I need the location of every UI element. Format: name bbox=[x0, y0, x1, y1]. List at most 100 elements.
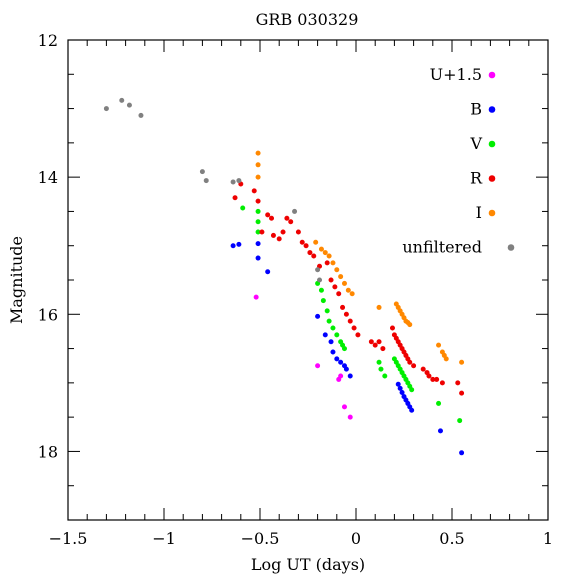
data-point-v bbox=[341, 346, 347, 352]
data-point-i bbox=[376, 304, 382, 310]
data-point-b bbox=[255, 241, 261, 247]
data-point-u15 bbox=[253, 294, 259, 300]
data-point-v bbox=[436, 400, 442, 406]
data-point-r bbox=[307, 250, 313, 256]
y-tick-label: 12 bbox=[38, 31, 58, 50]
data-point-i bbox=[255, 150, 261, 156]
data-point-v bbox=[376, 359, 382, 365]
data-point-v bbox=[409, 387, 415, 393]
y-tick-label: 14 bbox=[38, 168, 58, 187]
data-point-b bbox=[322, 332, 328, 338]
data-point-r bbox=[328, 277, 334, 283]
legend-marker bbox=[488, 106, 496, 113]
data-point-r bbox=[255, 198, 261, 204]
data-point-unfiltered bbox=[203, 178, 209, 184]
data-point-i bbox=[436, 342, 442, 348]
y-tick-label: 18 bbox=[38, 442, 58, 461]
data-point-r bbox=[407, 359, 413, 365]
data-point-b bbox=[437, 428, 443, 434]
data-point-i bbox=[338, 274, 344, 280]
data-point-unfiltered bbox=[315, 267, 321, 273]
data-point-i bbox=[459, 359, 465, 365]
data-point-u15 bbox=[336, 376, 342, 382]
data-point-r bbox=[303, 243, 309, 249]
data-point-b bbox=[395, 381, 401, 387]
data-point-i bbox=[349, 291, 355, 297]
data-point-i bbox=[255, 174, 261, 180]
data-point-b bbox=[328, 339, 334, 345]
x-tick-label: −1 bbox=[152, 529, 176, 548]
data-point-b bbox=[230, 243, 236, 249]
legend-label: V bbox=[469, 134, 482, 153]
data-point-unfiltered bbox=[236, 178, 242, 184]
data-point-r bbox=[284, 215, 290, 221]
data-point-r bbox=[259, 229, 265, 235]
data-point-u15 bbox=[315, 363, 321, 369]
data-point-i bbox=[407, 322, 413, 328]
data-point-unfiltered bbox=[230, 179, 236, 185]
data-point-r bbox=[434, 376, 440, 382]
data-point-u15 bbox=[347, 414, 353, 420]
data-point-b bbox=[338, 359, 344, 365]
data-point-v bbox=[324, 308, 330, 314]
data-point-r bbox=[459, 390, 465, 396]
data-point-i bbox=[322, 250, 328, 256]
data-point-r bbox=[389, 325, 395, 331]
x-tick-label: −1.5 bbox=[49, 529, 88, 548]
data-point-r bbox=[311, 253, 317, 259]
data-point-b bbox=[343, 366, 349, 372]
data-point-r bbox=[372, 342, 378, 348]
data-point-i bbox=[345, 287, 351, 293]
legend-label: R bbox=[470, 169, 483, 188]
data-point-i bbox=[330, 260, 336, 266]
data-point-r bbox=[411, 363, 417, 369]
data-point-i bbox=[255, 162, 261, 168]
data-point-unfiltered bbox=[138, 112, 144, 118]
data-point-v bbox=[326, 318, 332, 324]
data-point-r bbox=[280, 229, 286, 235]
y-tick-label: 16 bbox=[38, 305, 58, 324]
data-point-r bbox=[232, 195, 238, 201]
y-axis-label: Magnitude bbox=[7, 236, 26, 324]
data-point-i bbox=[334, 267, 340, 273]
data-point-r bbox=[288, 219, 294, 225]
x-tick-label: −0.5 bbox=[241, 529, 280, 548]
x-tick-label: 0.5 bbox=[439, 529, 464, 548]
data-point-u15 bbox=[341, 404, 347, 410]
data-point-r bbox=[332, 284, 338, 290]
legend-label: I bbox=[476, 203, 482, 222]
data-point-i bbox=[318, 246, 324, 252]
data-point-unfiltered bbox=[103, 106, 109, 112]
data-point-v bbox=[255, 219, 261, 225]
data-point-v bbox=[457, 418, 463, 424]
data-point-unfiltered bbox=[119, 97, 125, 103]
data-point-v bbox=[330, 325, 336, 331]
chart-title: GRB 030329 bbox=[256, 10, 359, 29]
data-points bbox=[103, 97, 465, 456]
data-point-b bbox=[315, 313, 321, 319]
data-point-r bbox=[295, 229, 301, 235]
data-point-r bbox=[276, 236, 282, 242]
data-point-r bbox=[347, 318, 353, 324]
data-point-r bbox=[380, 346, 386, 352]
legend-label: B bbox=[470, 100, 482, 119]
data-point-r bbox=[269, 215, 275, 221]
data-point-b bbox=[397, 385, 403, 391]
data-point-i bbox=[326, 253, 332, 259]
data-point-b bbox=[236, 241, 242, 247]
data-point-v bbox=[255, 208, 261, 214]
tick-labels: −1.5 −1 −0.5 0 0.5 1 12 14 16 18 bbox=[38, 31, 553, 548]
data-point-r bbox=[343, 311, 349, 317]
data-point-r bbox=[336, 291, 342, 297]
data-point-b bbox=[255, 255, 261, 261]
data-point-unfiltered bbox=[292, 208, 298, 214]
axis-ticks bbox=[67, 39, 549, 521]
data-point-r bbox=[426, 373, 432, 379]
legend-label: unfiltered bbox=[402, 238, 482, 257]
data-point-r bbox=[251, 188, 257, 194]
data-point-r bbox=[299, 239, 305, 245]
data-point-v bbox=[320, 298, 326, 304]
legend-marker bbox=[488, 175, 496, 182]
